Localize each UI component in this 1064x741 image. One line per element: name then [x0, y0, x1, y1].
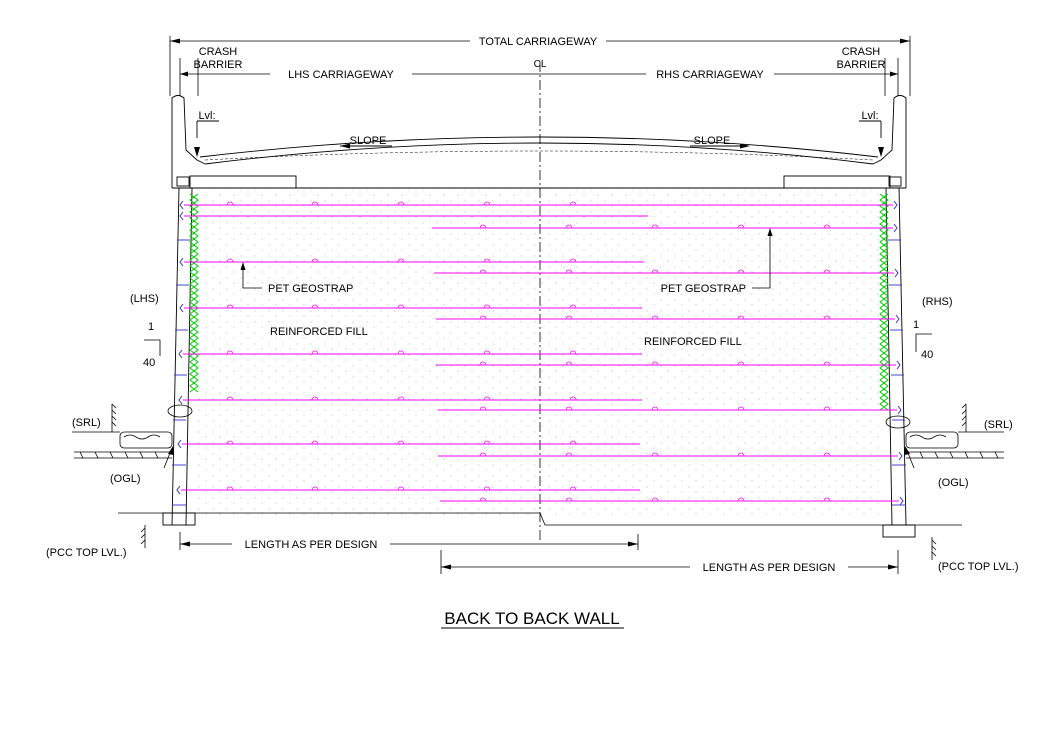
rhs-wall-facing: [882, 187, 916, 538]
road-deck: [171, 95, 907, 189]
rhs-batter-run: 40: [921, 349, 933, 361]
lhs-label: (LHS): [130, 293, 159, 305]
rhs-batter-rise: 1: [913, 319, 919, 331]
total-carriageway-label: TOTAL CARRIAGEWAY: [479, 36, 598, 48]
rhs-ogl-arrow: [904, 446, 910, 455]
geostrap-leaders: [242, 230, 771, 289]
geostrap-leader-arrows: [240, 228, 773, 270]
geostrap-connection-bumps: [226, 201, 831, 502]
rhs-drain-and-ground: [539, 403, 1004, 560]
drawing-title: BACK TO BACK WALL: [444, 609, 619, 628]
reinforced-fill-right-label: REINFORCED FILL: [644, 336, 742, 348]
ogl-right-label: (OGL): [938, 477, 969, 489]
rhs-carriageway-label: RHS CARRIAGEWAY: [656, 69, 764, 81]
crash-barrier-left-line1: CRASH: [199, 46, 238, 58]
deck-arrows: [194, 143, 884, 157]
length-as-per-design-left: LENGTH AS PER DESIGN: [245, 539, 378, 551]
pcc-top-lvl-left-label: (PCC TOP LVL.): [46, 547, 127, 559]
srl-right-label: (SRL): [984, 419, 1013, 431]
pet-geostrap-left-label: PET GEOSTRAP: [268, 283, 353, 295]
top-dimensions: [169, 36, 911, 540]
lhs-wall-facing: [162, 187, 196, 526]
slope-right-label: SLOPE: [694, 135, 731, 147]
reinforced-fill-area: [196, 190, 882, 515]
lhs-batter-run: 40: [143, 357, 155, 369]
length-as-per-design-right: LENGTH AS PER DESIGN: [703, 562, 836, 574]
reinforced-fill-left-label: REINFORCED FILL: [270, 326, 368, 338]
rhs-friction-mesh: [879, 193, 889, 411]
rhs-label: (RHS): [922, 296, 953, 308]
top-dimension-arrows: [170, 38, 910, 77]
strap-connectors: [176, 200, 904, 506]
crash-barrier-right-line2: BARRIER: [837, 59, 886, 71]
centerline-label: CL: [534, 59, 547, 70]
srl-left-label: (SRL): [72, 417, 101, 429]
lhs-ogl-arrow: [168, 446, 174, 455]
lvl-left-label: Lvl:: [198, 110, 215, 122]
lhs-carriageway-label: LHS CARRIAGEWAY: [288, 69, 394, 81]
lhs-friction-mesh: [189, 193, 199, 393]
lhs-drain-and-ground: [72, 403, 540, 548]
ogl-left-label: (OGL): [110, 473, 141, 485]
batter-symbols: [144, 333, 932, 356]
pcc-top-lvl-right-label: (PCC TOP LVL.): [938, 561, 1019, 573]
length-dimension-arrows: [180, 541, 898, 570]
slope-left-label: SLOPE: [350, 135, 387, 147]
pet-geostrap-right-label: PET GEOSTRAP: [661, 283, 746, 295]
crash-barrier-right-line1: CRASH: [842, 46, 881, 58]
lhs-batter-rise: 1: [148, 321, 154, 333]
crash-barrier-left-line2: BARRIER: [194, 59, 243, 71]
lvl-right-label: Lvl:: [861, 110, 878, 122]
rhs-geostraps: [432, 204, 899, 502]
